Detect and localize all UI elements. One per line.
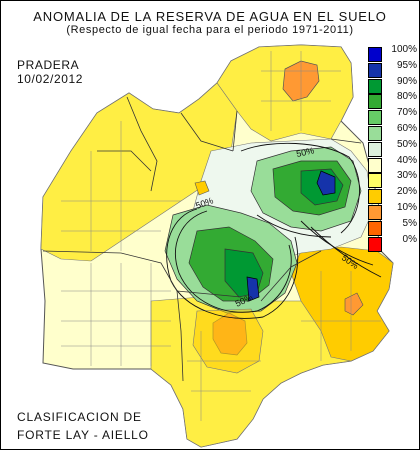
legend-swatch [368,173,382,189]
legend-label: 95% [396,59,417,71]
region-label: PRADERA [17,58,80,72]
map-yellow-zone-north [216,44,354,142]
legend-entry: 95% [365,59,417,79]
classification-label-line2: FORTE LAY - AIELLO [17,428,149,442]
classification-label-line1: CLASIFICACION DE [17,410,142,424]
map-title: ANOMALIA DE LA RESERVA DE AGUA EN EL SUE… [33,9,387,24]
legend-swatch [368,62,382,78]
province-boundaries [42,96,362,382]
contour-label: 50% [295,145,315,159]
legend-label: 20% [396,186,417,198]
legend-label: 90% [396,75,417,87]
legend-entry: 80% [365,91,417,110]
legend-swatch [368,141,382,157]
legend-swatch [368,126,382,141]
legend-swatch [368,47,382,62]
map-orange-spot-southeast [344,292,364,316]
legend-label: 100% [391,44,417,55]
map-blue-spot-center [246,276,260,302]
legend-label: 0% [402,233,417,245]
legend-entry: 100% [365,44,417,63]
legend-entry: 30% [365,170,417,189]
legend-entry: 60% [365,123,417,142]
legend-label: 70% [396,107,417,119]
contour-lines [166,142,382,319]
legend: 100% 95% 90% 80% 70% 60% 50% 40% 30% 20% 10% 5% 0% [365,44,417,253]
legend-entry: 90% [365,75,417,95]
map-subtitle: (Respecto de igual fecha para el periodo… [66,24,354,36]
legend-entry: 5% [365,217,417,237]
legend-entry: 70% [365,107,417,126]
legend-swatch [368,78,382,94]
legend-entry: 10% [365,202,417,221]
map-blue-spot-northeast [316,170,336,196]
legend-entry: 50% [365,138,417,158]
map-orange-spot-west [194,180,210,196]
date-label: 10/02/2012 [17,72,84,86]
legend-entry: 0% [365,233,417,253]
legend-swatch [368,205,382,220]
legend-label: 60% [396,123,417,134]
legend-label: 10% [396,202,417,213]
legend-swatch [368,157,382,173]
map-gold-zone-southeast [290,246,394,362]
legend-swatch [368,189,382,205]
legend-entry: 20% [365,186,417,205]
map-yellow-zone-west [40,82,238,262]
legend-label: 30% [396,170,417,182]
legend-swatch [368,220,382,236]
legend-swatch [368,236,382,252]
legend-swatch [368,94,382,110]
legend-swatch [368,110,382,126]
legend-label: 5% [402,217,417,229]
map-gold-spot-south [192,308,264,374]
legend-label: 40% [396,154,417,166]
legend-label: 50% [396,138,417,150]
legend-label: 80% [396,91,417,103]
legend-entry: 40% [365,154,417,174]
department-boundaries [61,51,381,421]
